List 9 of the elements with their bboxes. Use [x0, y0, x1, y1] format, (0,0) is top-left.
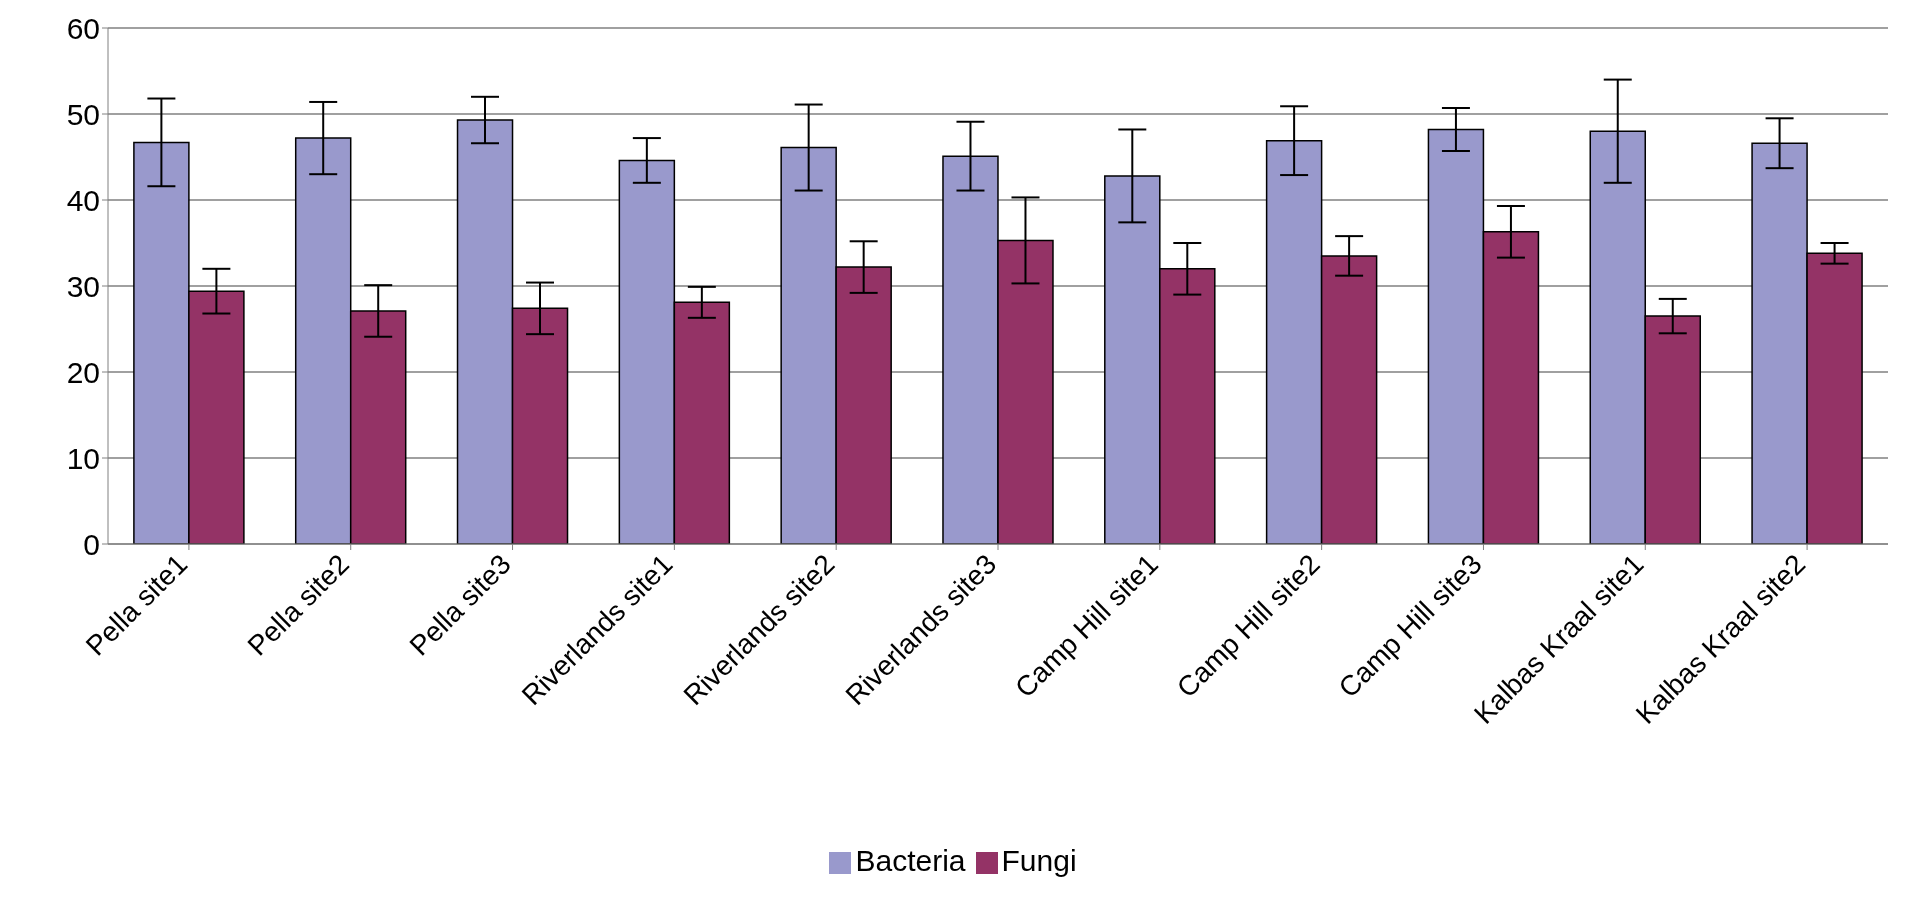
y-tick-label: 0	[83, 527, 100, 561]
legend-label: Bacteria	[855, 844, 966, 877]
y-tick-label: 40	[66, 183, 100, 217]
y-tick-label: 10	[66, 441, 100, 475]
y-tick-label: 20	[66, 355, 100, 389]
y-tick-label: 60	[66, 11, 100, 45]
legend-label: Fungi	[1001, 844, 1077, 877]
y-tick-label: 30	[66, 269, 100, 303]
y-tick-label: 50	[66, 97, 100, 131]
